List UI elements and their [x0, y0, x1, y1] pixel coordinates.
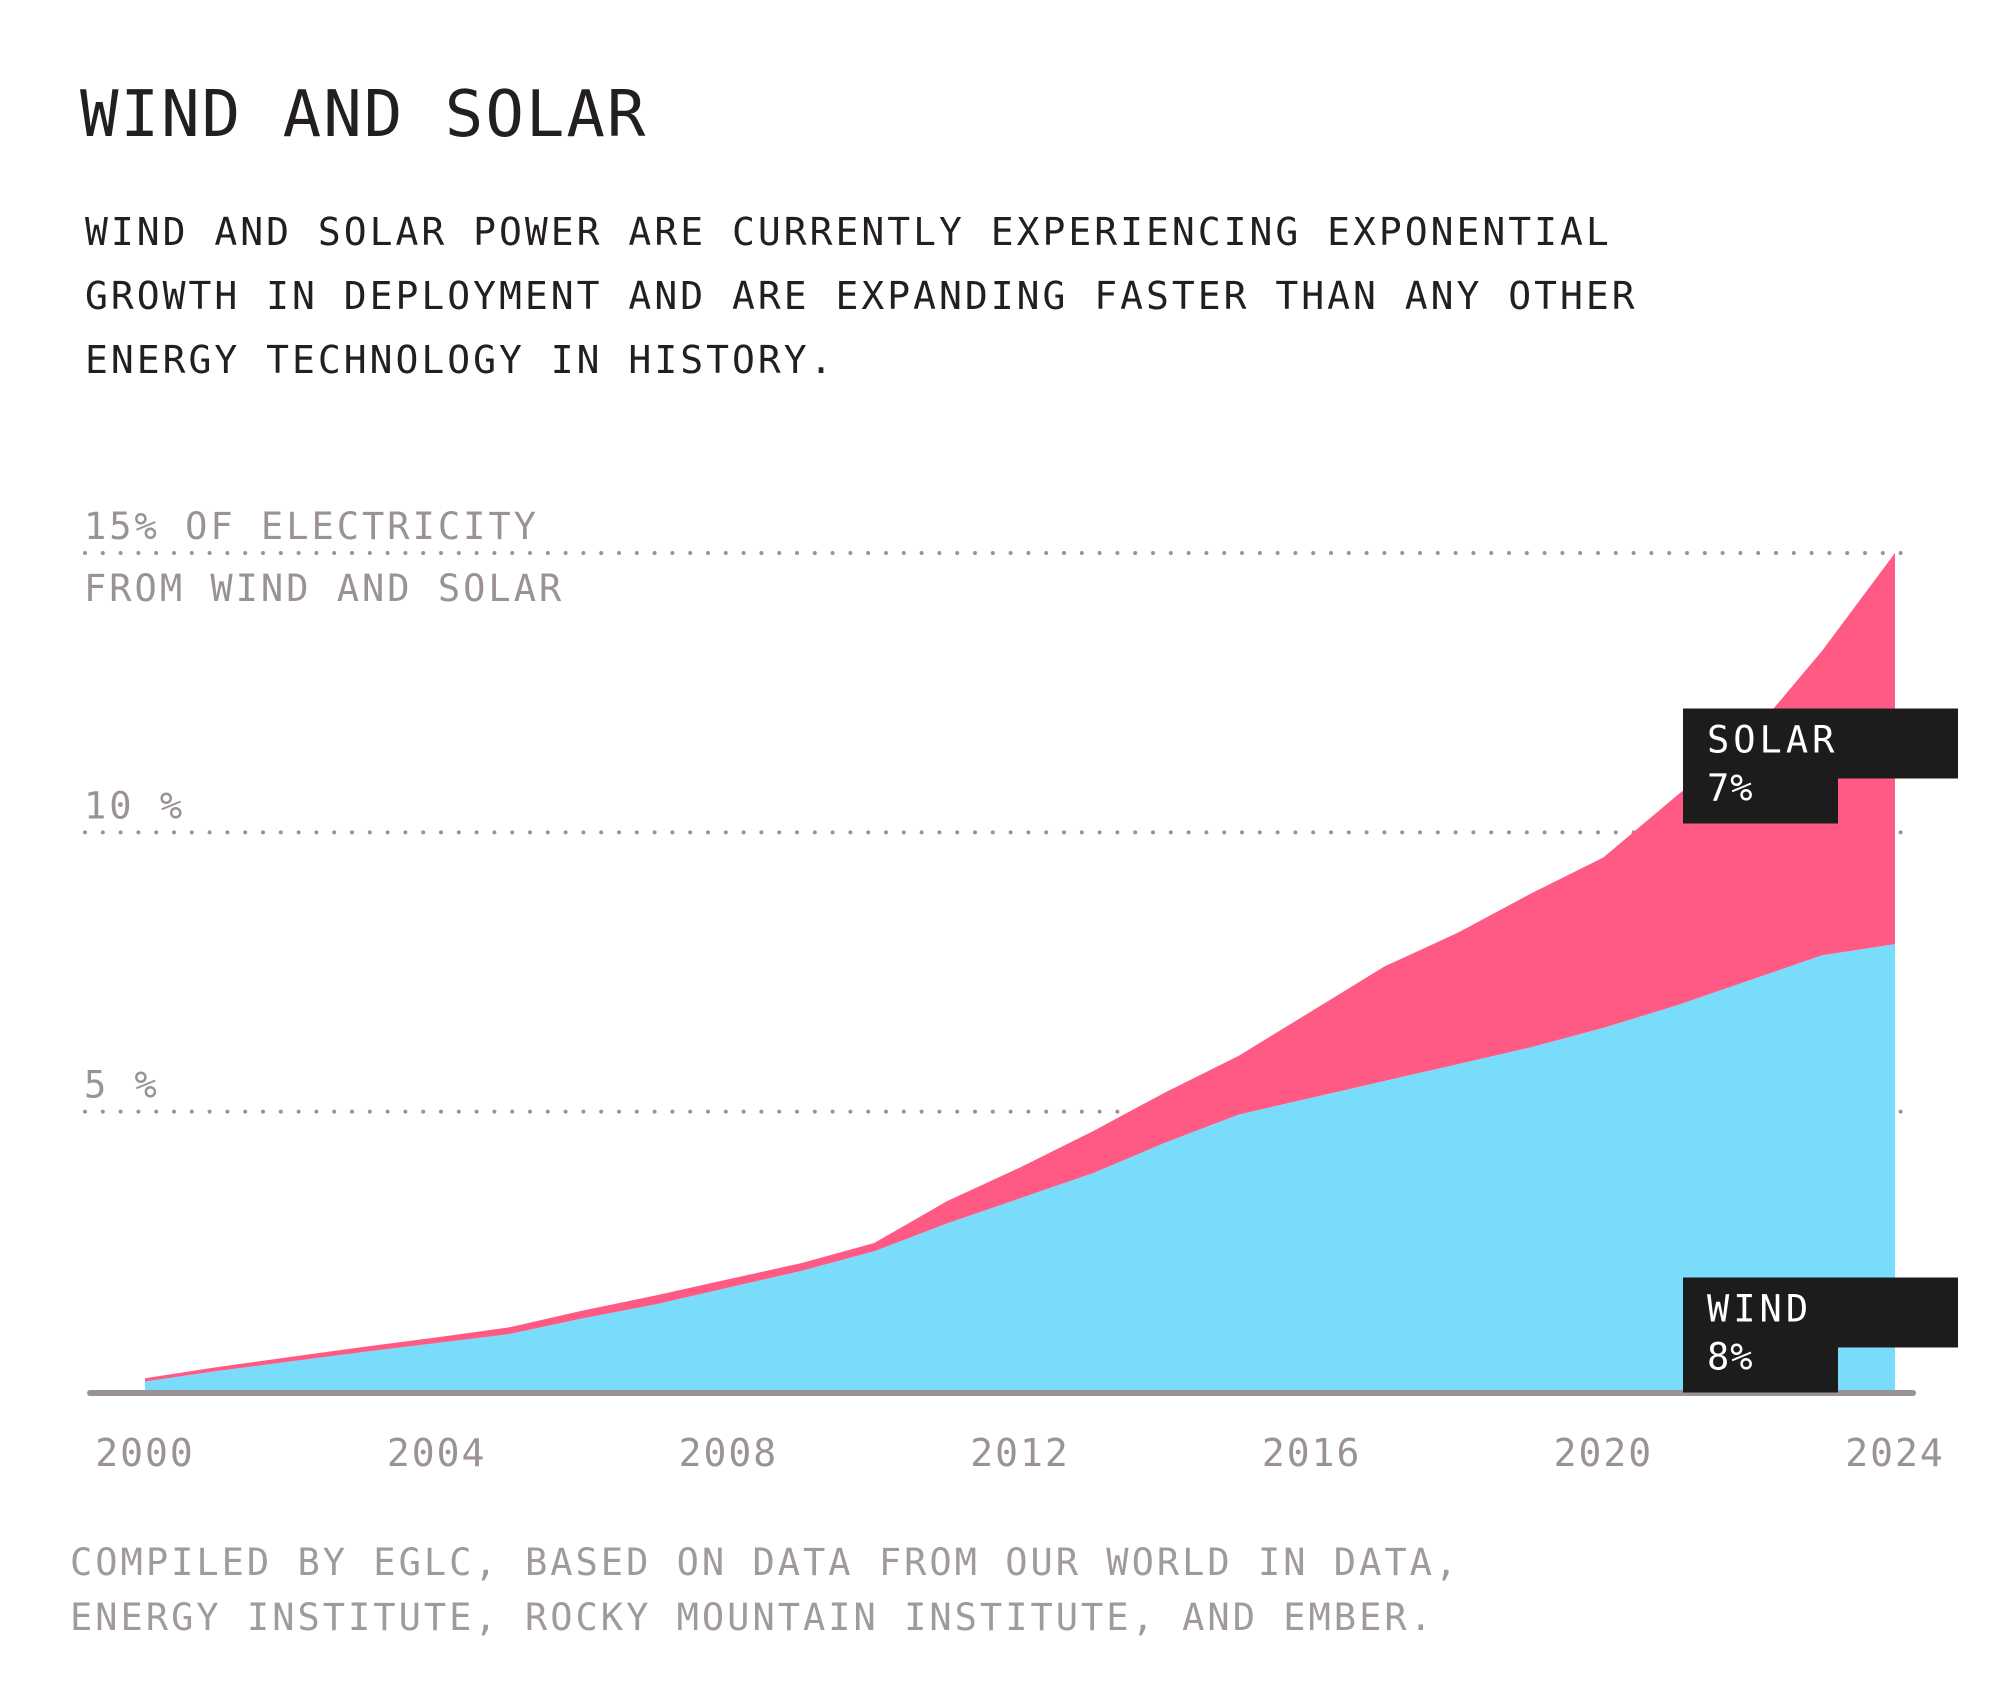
- area-series: [145, 553, 1895, 1391]
- area-solar: [145, 553, 1895, 1382]
- gridlines: 15% OF ELECTRICITY FROM WIND AND SOLAR 10 …: [83, 505, 1907, 1114]
- callout-label: SOLAR: [1707, 719, 1838, 762]
- area-wind: [145, 944, 1895, 1391]
- x-tick-label: 2008: [679, 1431, 779, 1475]
- subtitle-line: ENERGY TECHNOLOGY IN HISTORY.: [85, 338, 836, 382]
- callouts: SOLAR 7% WIND 8%: [1683, 708, 1958, 1393]
- subtitle-line: GROWTH IN DEPLOYMENT AND ARE EXPANDING F…: [85, 274, 1638, 318]
- source-line: COMPILED BY EGLC, BASED ON DATA FROM OUR…: [70, 1541, 1461, 1584]
- callout-label: WIND: [1707, 1288, 1812, 1331]
- chart-subtitle: WIND AND SOLAR POWER ARE CURRENTLY EXPER…: [85, 200, 1785, 392]
- subtitle-line: WIND AND SOLAR POWER ARE CURRENTLY EXPER…: [85, 210, 1612, 254]
- x-tick-label: 2000: [95, 1431, 195, 1475]
- callout-value: 8%: [1707, 1336, 1754, 1379]
- y-gridline-label: 15% OF ELECTRICITY: [84, 505, 539, 548]
- source-note: COMPILED BY EGLC, BASED ON DATA FROM OUR…: [70, 1535, 1460, 1645]
- chart-title: WIND AND SOLAR: [80, 78, 648, 152]
- x-tick-label: 2004: [387, 1431, 487, 1475]
- callout-box: [1683, 708, 1958, 824]
- x-tick-label: 2016: [1262, 1431, 1362, 1475]
- callout-solar: SOLAR 7%: [1683, 708, 1958, 824]
- x-tick-label: 2020: [1554, 1431, 1654, 1475]
- callout-wind: WIND 8%: [1683, 1277, 1958, 1393]
- source-line: ENERGY INSTITUTE, ROCKY MOUNTAIN INSTITU…: [70, 1596, 1435, 1639]
- x-tick-label: 2024: [1845, 1431, 1945, 1475]
- y-gridline-label: FROM WIND AND SOLAR: [84, 567, 564, 610]
- callout-value: 7%: [1707, 767, 1754, 810]
- y-gridline-label: 5 %: [84, 1064, 160, 1107]
- x-tick-label: 2012: [970, 1431, 1070, 1475]
- callout-box: [1683, 1277, 1958, 1393]
- x-axis: 2000 2004 2008 2012 2016 2020 2024: [87, 1390, 1945, 1475]
- y-gridline-label: 10 %: [84, 784, 185, 827]
